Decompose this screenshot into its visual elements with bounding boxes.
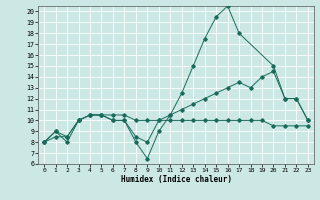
- X-axis label: Humidex (Indice chaleur): Humidex (Indice chaleur): [121, 175, 231, 184]
